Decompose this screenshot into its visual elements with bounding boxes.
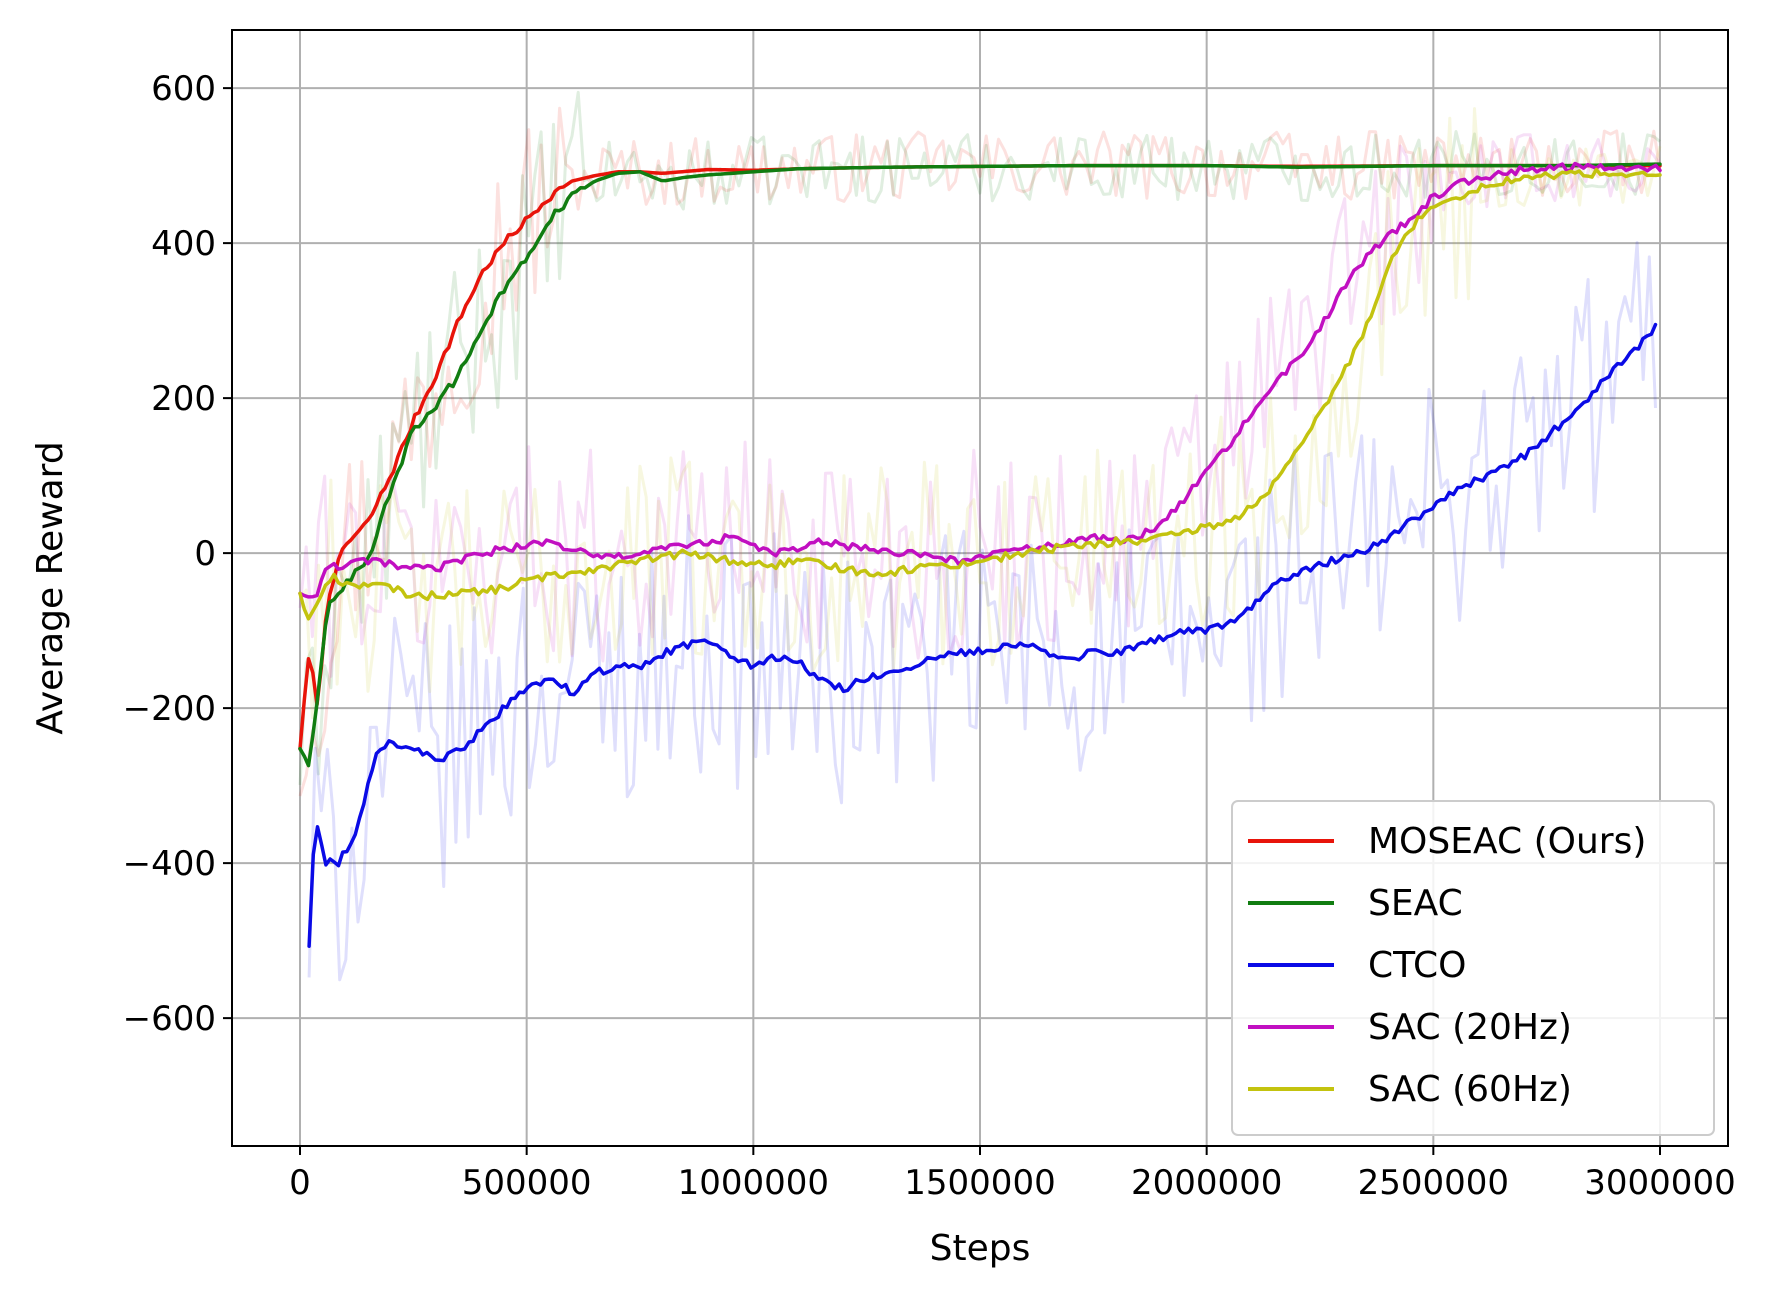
x-tick-label: 2500000 (1358, 1163, 1509, 1203)
x-tick-label: 3000000 (1584, 1163, 1735, 1203)
legend-label: CTCO (1368, 945, 1467, 986)
y-tick-label: −400 (123, 844, 216, 884)
series-line (298, 162, 1662, 768)
x-axis-label: Steps (930, 1228, 1031, 1269)
y-tick-label: 200 (151, 379, 216, 419)
raw-trace (307, 241, 1657, 982)
raw-trace (298, 133, 1662, 678)
y-axis-ticks: −600 −400 −200 0 200 400 600 (123, 69, 232, 1039)
legend-box (1231, 800, 1715, 1136)
legend-label: SEAC (1368, 883, 1463, 924)
y-tick-label: 0 (194, 534, 216, 574)
raw-trace (298, 107, 1662, 720)
legend-label: MOSEAC (Ours) (1368, 821, 1646, 862)
x-tick-label: 1500000 (904, 1163, 1055, 1203)
x-axis-ticks: 0 500000 1000000 1500000 2000000 2500000 30000… (289, 1146, 1736, 1203)
y-axis-label: Average Reward (30, 441, 71, 734)
series-lines (298, 161, 1662, 948)
x-tick-label: 0 (289, 1163, 311, 1203)
y-tick-label: 600 (151, 69, 216, 109)
series-line (298, 167, 1662, 621)
y-tick-label: 400 (151, 224, 216, 264)
y-tick-label: −600 (123, 999, 216, 1039)
legend-label: SAC (60Hz) (1368, 1069, 1572, 1110)
legend-label: SAC (20Hz) (1368, 1007, 1572, 1048)
legend: MOSEAC (Ours) SEAC CTCO SAC (20Hz) SAC (60Hz… (1231, 800, 1715, 1136)
x-tick-label: 1000000 (678, 1163, 829, 1203)
series-line (298, 161, 1662, 599)
x-tick-label: 500000 (462, 1163, 592, 1203)
series-line (307, 322, 1658, 948)
y-tick-label: −200 (123, 689, 216, 729)
x-tick-label: 2000000 (1131, 1163, 1282, 1203)
